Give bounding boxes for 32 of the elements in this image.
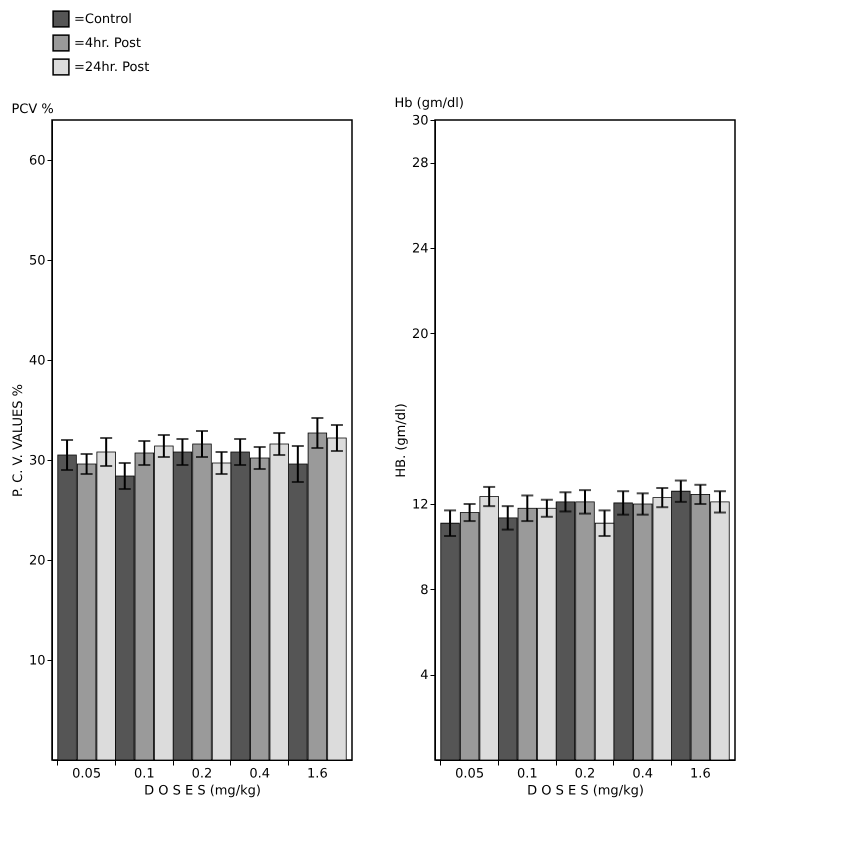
x-tick-label: 0.2 bbox=[192, 766, 212, 782]
x-tick-label: 0.05 bbox=[455, 766, 484, 782]
y-tick-label: 50 bbox=[28, 254, 46, 268]
y-tick-label: 28 bbox=[412, 156, 428, 172]
y-tick-label: 30 bbox=[412, 114, 428, 128]
legend-label: =Control bbox=[74, 12, 132, 27]
y-tick-label: 20 bbox=[28, 554, 46, 568]
y-tick-label: 4 bbox=[420, 668, 428, 684]
y-axis-title: HB. (gm/dl) bbox=[394, 403, 409, 478]
legend-label: =24hr. Post bbox=[74, 60, 150, 75]
y-tick-label: 10 bbox=[28, 654, 46, 668]
y-tick-label: 20 bbox=[412, 326, 428, 342]
chart-title: PCV % bbox=[11, 102, 54, 117]
x-tick-label: 1.6 bbox=[307, 766, 328, 782]
y-tick-label: 8 bbox=[420, 582, 428, 598]
legend-label: =4hr. Post bbox=[74, 36, 142, 51]
y-tick-label: 24 bbox=[412, 242, 428, 256]
x-axis-title: D O S E S (mg/kg) bbox=[527, 784, 644, 798]
x-tick-label: 1.6 bbox=[690, 766, 711, 782]
y-tick-label: 30 bbox=[28, 454, 46, 468]
x-tick-label: 0.05 bbox=[72, 766, 102, 782]
y-axis-title: P. C. V. VALUES % bbox=[10, 384, 26, 497]
x-axis-title: D O S E S (mg/kg) bbox=[144, 784, 261, 798]
x-tick-label: 0.4 bbox=[249, 766, 270, 782]
x-tick-label: 0.1 bbox=[134, 766, 155, 782]
y-tick-label: 40 bbox=[28, 354, 46, 368]
x-tick-label: 0.2 bbox=[574, 766, 596, 782]
chart-title: Hb (gm/dl) bbox=[394, 96, 464, 111]
y-tick-label: 60 bbox=[28, 154, 46, 168]
x-tick-label: 0.4 bbox=[632, 766, 654, 782]
y-tick-label: 12 bbox=[412, 498, 428, 512]
x-tick-label: 0.1 bbox=[516, 766, 538, 782]
